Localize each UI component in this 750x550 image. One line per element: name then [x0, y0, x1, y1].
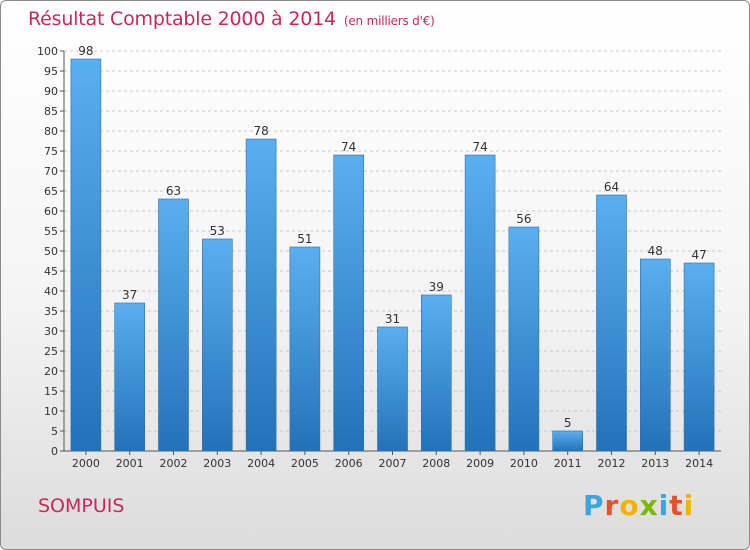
y-tick-label: 15 — [44, 385, 58, 398]
y-tick-label: 35 — [44, 305, 58, 318]
data-label: 31 — [385, 312, 400, 326]
bars — [70, 58, 715, 452]
data-label: 78 — [253, 124, 268, 138]
x-tick-label: 2002 — [160, 457, 188, 470]
y-tick-label: 85 — [44, 105, 58, 118]
data-label: 39 — [429, 280, 444, 294]
labels: 98 37 63 53 78 51 74 31 39 74 56 5 64 48 47 — [78, 44, 706, 430]
x-tick-label: 2014 — [685, 457, 713, 470]
data-label: 56 — [516, 212, 531, 226]
y-tick-label: 45 — [44, 265, 58, 278]
y-tick-label: 10 — [44, 405, 58, 418]
logo-letter: x — [639, 489, 659, 522]
y-tick-label: 65 — [44, 185, 58, 198]
y-tick-label: 80 — [44, 125, 58, 138]
data-label: 74 — [472, 140, 487, 154]
y-tick-label: 0 — [51, 445, 58, 458]
bar — [596, 194, 627, 452]
bar — [683, 262, 715, 452]
x-tick-label: 2010 — [510, 457, 538, 470]
x-tick-label: 2006 — [335, 457, 363, 470]
y-tick-label: 30 — [44, 325, 58, 338]
bar — [114, 302, 145, 452]
bar — [639, 258, 671, 452]
logo-letter: o — [619, 489, 640, 522]
bar — [377, 326, 408, 452]
chart-title: Résultat Comptable 2000 à 2014 (en millie… — [28, 8, 435, 30]
x-tick-label: 2007 — [379, 457, 407, 470]
logo-letter: P — [583, 489, 605, 522]
bar — [245, 138, 277, 452]
y-tick-label: 95 — [44, 65, 58, 78]
x-tick-label: 2011 — [554, 457, 582, 470]
x-tick-label: 2008 — [422, 457, 450, 470]
data-label: 74 — [341, 140, 356, 154]
y-tick-label: 90 — [44, 85, 58, 98]
bar — [464, 154, 496, 452]
logo-letter: r — [604, 489, 620, 522]
y-tick-label: 50 — [44, 245, 58, 258]
x-tick-label: 2005 — [291, 457, 319, 470]
bar — [508, 226, 540, 452]
commune-name: SOMPUIS — [38, 495, 125, 517]
title-text: Résultat Comptable 2000 à 2014 — [28, 8, 336, 30]
data-label: 47 — [691, 248, 706, 262]
x-tick-label: 2001 — [116, 457, 144, 470]
data-label: 51 — [297, 232, 312, 246]
x-tick-label: 2009 — [466, 457, 494, 470]
title-unit: (en milliers d'€) — [343, 14, 435, 28]
x-tick-label: 2004 — [247, 457, 275, 470]
x-tick-label: 2000 — [72, 457, 100, 470]
data-label: 64 — [604, 180, 619, 194]
y-tick-label: 70 — [44, 165, 58, 178]
data-label: 37 — [122, 288, 137, 302]
x-tick-label: 2012 — [598, 457, 626, 470]
x-tick-label: 2003 — [203, 457, 231, 470]
bar — [420, 294, 452, 452]
logo-letter: t — [669, 489, 684, 522]
y-tick-label: 20 — [44, 365, 58, 378]
data-label: 53 — [210, 224, 225, 238]
data-label: 5 — [564, 416, 572, 430]
y-tick-label: 75 — [44, 145, 58, 158]
bar — [158, 198, 189, 452]
data-label: 48 — [648, 244, 663, 258]
y-tick-label: 100 — [37, 45, 58, 58]
data-label: 63 — [166, 184, 181, 198]
y-tick-label: 40 — [44, 285, 58, 298]
x-tick-label: 2013 — [641, 457, 669, 470]
data-label: 98 — [78, 44, 93, 58]
bar — [202, 238, 233, 452]
proxiti-logo: Proxiti — [583, 489, 694, 522]
y-tick-label: 60 — [44, 205, 58, 218]
bar — [70, 58, 102, 452]
logo-letter: i — [658, 489, 670, 522]
bar — [333, 154, 365, 452]
bar — [552, 430, 584, 452]
y-tick-label: 5 — [51, 425, 58, 438]
logo-letter: i — [683, 489, 695, 522]
bar — [289, 246, 321, 452]
y-tick-label: 25 — [44, 345, 58, 358]
y-tick-label: 55 — [44, 225, 58, 238]
